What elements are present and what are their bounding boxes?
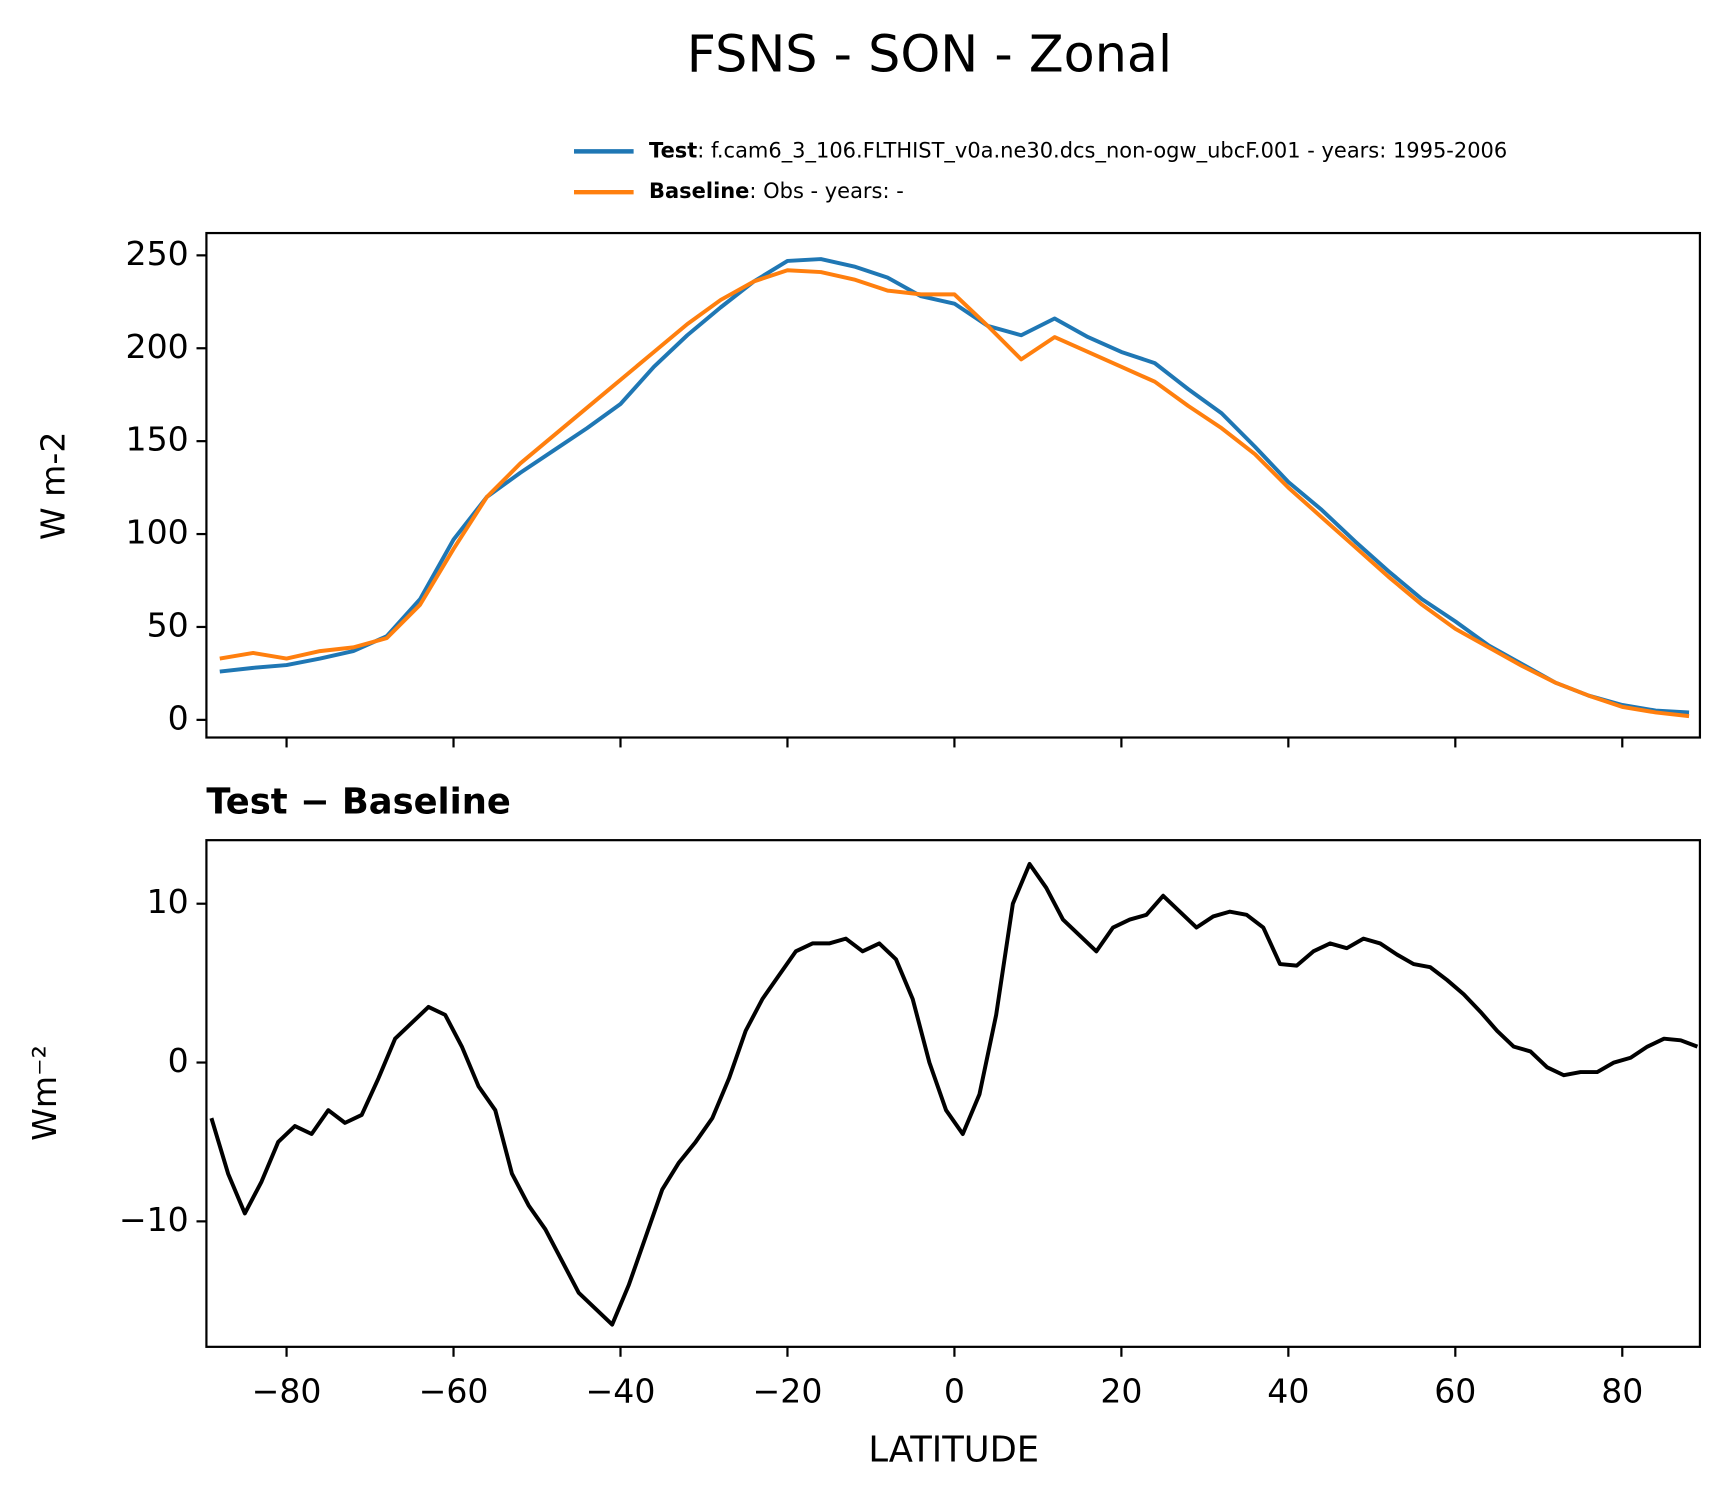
legend-name: Test [649, 138, 697, 162]
y-tick-label: 200 [126, 327, 189, 366]
y-axis-label: Wm⁻² [25, 1045, 64, 1141]
series-line [209, 862, 1699, 1327]
legend-detail: : f.cam6_3_106.FLTHIST_v0a.ne30.dcs_non-… [697, 138, 1507, 163]
subplot-title: Test − Baseline [206, 782, 510, 823]
x-tick-label: 20 [1100, 1372, 1142, 1411]
legend-detail: : Obs - years: - [749, 179, 903, 203]
x-tick-label: −40 [586, 1372, 656, 1411]
y-tick-label: 10 [147, 882, 189, 921]
plot-area [209, 862, 1699, 1327]
x-tick-label: 0 [944, 1372, 965, 1411]
x-axis-label: LATITUDE [868, 1430, 1039, 1471]
plot-area [219, 257, 1690, 719]
y-tick-label: 50 [147, 605, 189, 644]
y-tick-label: 150 [126, 420, 189, 459]
legend-label: Baseline: Obs - years: - [649, 179, 904, 203]
x-tick-label: −60 [419, 1372, 489, 1411]
y-tick-label: 100 [126, 513, 189, 552]
x-tick-label: −20 [753, 1372, 823, 1411]
y-axis-label: W m-2 [34, 432, 73, 541]
series-line [219, 257, 1690, 715]
axes-frame [205, 839, 1702, 1348]
x-tick-label: 40 [1267, 1372, 1309, 1411]
y-tick-label: 250 [126, 234, 189, 273]
x-tick-label: −80 [252, 1372, 322, 1411]
x-tick-label: 60 [1434, 1372, 1476, 1411]
figure-title: FSNS - SON - Zonal [687, 25, 1172, 84]
series-line [219, 268, 1690, 719]
y-tick-label: 0 [168, 698, 189, 737]
y-tick-label: −10 [119, 1200, 189, 1239]
legend-name: Baseline [649, 179, 749, 203]
axes-frame [205, 231, 1702, 739]
legend-label: Test: f.cam6_3_106.FLTHIST_v0a.ne30.dcs_… [649, 138, 1507, 163]
y-tick-label: 0 [168, 1041, 189, 1080]
x-tick-label: 80 [1601, 1372, 1643, 1411]
